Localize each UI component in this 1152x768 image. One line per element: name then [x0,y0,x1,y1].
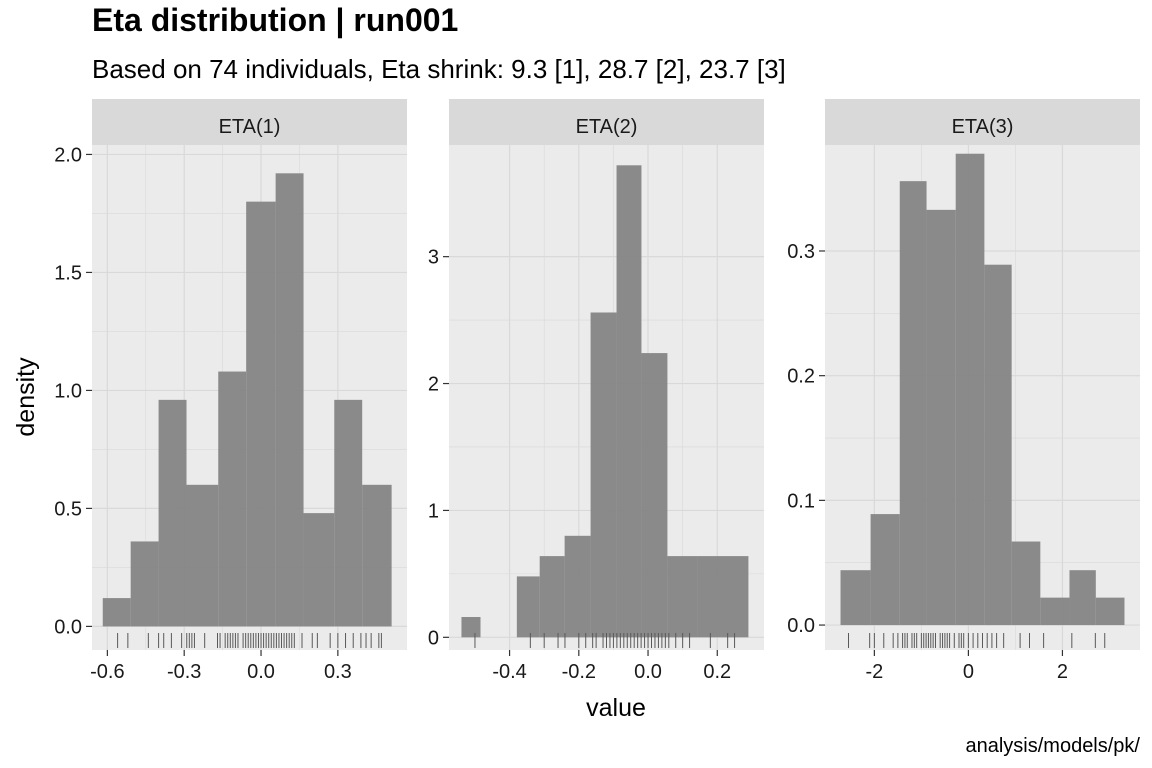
x-tick-label: 0.3 [324,661,352,683]
histogram-bar [158,399,187,627]
y-tick-label: 3 [428,247,439,269]
histogram-bar [362,484,392,627]
histogram-bar [186,484,219,627]
histogram-bar [984,264,1012,626]
histogram-bar [926,209,956,626]
x-tick-label: 0.2 [703,661,731,683]
histogram-bar [1095,597,1125,626]
histogram-bar [246,201,276,627]
y-tick-label: 0.3 [787,241,815,263]
histogram-bar [667,556,698,638]
histogram-bar [564,535,591,638]
y-tick-label: 0.0 [54,616,82,638]
facet-strip [825,99,1140,145]
y-tick-label: 0.2 [787,366,815,388]
histogram-bar [590,312,617,638]
x-tick-label: -0.4 [492,661,526,683]
x-tick-label: 0 [963,661,974,683]
histogram-bar [955,153,985,626]
facet-panel-2: ETA(2) 0 1 2 3 -0.4 -0.2 0.0 0.2 [428,99,764,683]
x-tick-label: 2 [1057,661,1068,683]
facet-strip-label: ETA(3) [952,116,1014,138]
facet-strip [92,99,407,145]
y-tick-label: 2 [428,374,439,396]
histogram-bar [218,371,247,627]
facet-strip [449,99,764,145]
facets-layer: ETA(1) 0.0 0.5 1.0 1.5 2.0 -0.6 -0.3 0.0 0.3 ETA(2… [54,99,1140,683]
y-axis-label: density [12,357,40,437]
histogram-bar [461,617,481,638]
facet-panel-3: ETA(3) 0.0 0.1 0.2 0.3 -2 0 2 [787,99,1140,683]
x-tick-label: 0.0 [634,661,662,683]
x-tick-label: -2 [865,661,883,683]
x-tick-label: -0.2 [562,661,596,683]
histogram-bar [641,353,668,638]
histogram-bar [516,576,540,638]
y-tick-label: 0.0 [787,615,815,637]
facet-panel-1: ETA(1) 0.0 0.5 1.0 1.5 2.0 -0.6 -0.3 0.0 0.3 [54,99,407,683]
y-tick-label: 1.0 [54,380,82,402]
histogram-bar [102,598,131,627]
histogram-bar [899,181,927,626]
histogram-bar [275,173,304,627]
x-tick-label: -0.6 [90,661,124,683]
y-tick-label: 1.5 [54,262,82,284]
x-tick-label: -0.3 [167,661,201,683]
y-tick-label: 2.0 [54,144,82,166]
chart-subtitle: Based on 74 individuals, Eta shrink: 9.3… [92,54,786,84]
histogram-bar [539,556,565,638]
histogram-bar [1040,597,1070,626]
histogram-bar [1011,541,1041,626]
y-tick-label: 0.5 [54,498,82,520]
histogram-bar [870,514,900,626]
histogram-bar [697,556,749,638]
y-tick-label: 1 [428,500,439,522]
x-tick-label: 0.0 [247,661,275,683]
histogram-bar [616,165,642,638]
histogram-bar [334,399,363,627]
facet-strip-label: ETA(1) [219,116,281,138]
y-tick-label: 0.1 [787,490,815,512]
chart-title: Eta distribution | run001 [92,2,459,38]
y-tick-label: 0 [428,627,439,649]
histogram-bar [303,513,335,627]
facet-strip-label: ETA(2) [576,116,638,138]
histogram-bar [130,541,159,627]
chart-caption: analysis/models/pk/ [965,735,1140,757]
x-axis-label: value [586,694,646,722]
histogram-bar [1069,570,1096,626]
histogram-bar [840,570,871,626]
